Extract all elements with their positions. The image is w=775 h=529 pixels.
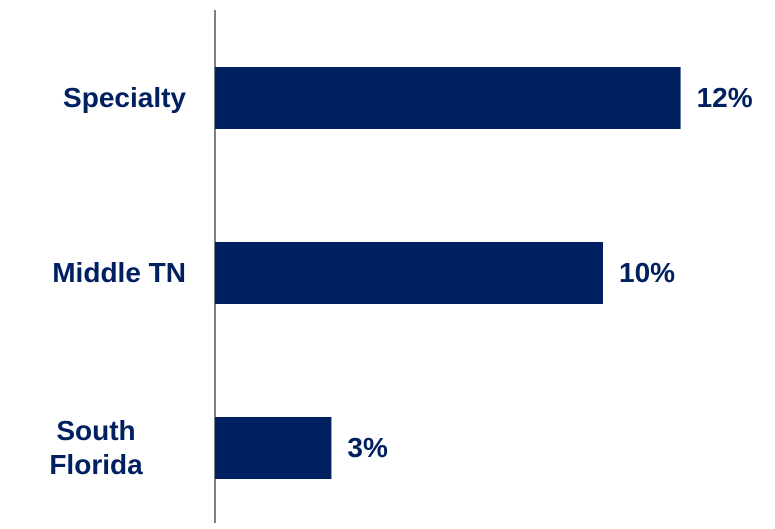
category-label: Middle TN	[0, 222, 186, 324]
value-label: 3%	[347, 417, 387, 479]
value-label-text: 12%	[696, 82, 753, 113]
value-label: 10%	[619, 242, 675, 304]
value-label: 12%	[697, 67, 753, 129]
category-label: Specialty	[0, 47, 186, 149]
value-label-text: 10%	[619, 257, 676, 288]
category-label: South Florida	[0, 397, 186, 499]
value-label-text: 3%	[347, 432, 388, 463]
bar	[215, 67, 681, 129]
bar	[215, 417, 332, 479]
category-label-text: Middle TN	[52, 257, 186, 288]
category-label-text: South Florida	[49, 415, 143, 480]
bar	[215, 242, 603, 304]
category-label-text: Specialty	[63, 82, 186, 113]
